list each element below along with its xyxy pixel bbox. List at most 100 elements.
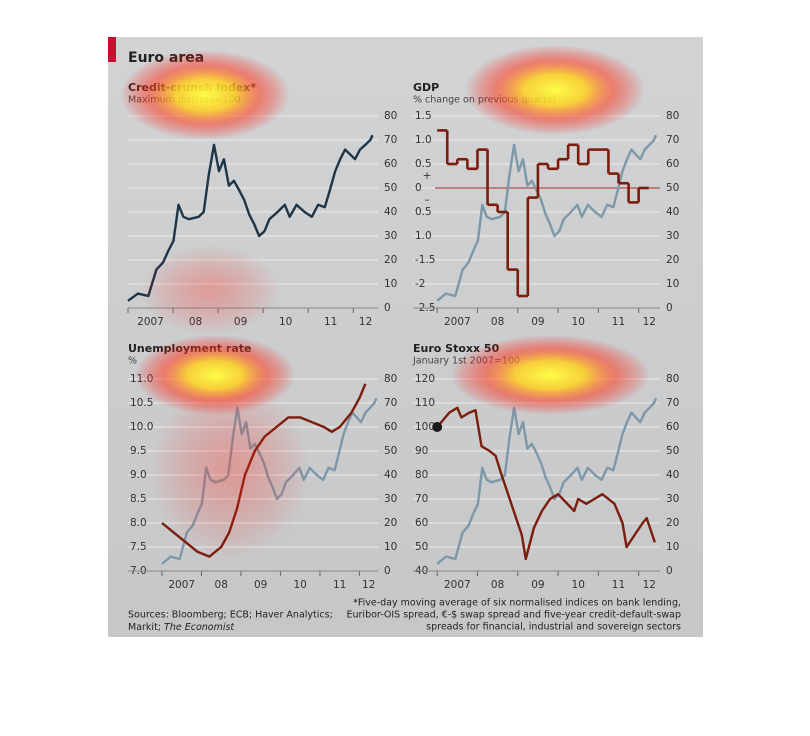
- y2-tick-label: 60: [666, 421, 679, 433]
- chart-subtitle: Maximum distress=100: [128, 95, 241, 106]
- y-tick-label: 0: [415, 182, 422, 194]
- footnote: *Five-day moving average of six normalis…: [353, 598, 681, 609]
- x-tick-label: 10: [279, 316, 292, 328]
- y2-tick-label: 10: [666, 278, 679, 290]
- y2-tick-label: 80: [384, 373, 397, 385]
- series-line: [127, 134, 374, 302]
- y-tick-label: 10.0: [130, 421, 153, 433]
- y2-tick-label: 20: [666, 254, 679, 266]
- y2-tick-label: 20: [384, 517, 397, 529]
- y2-tick-label: 20: [666, 517, 679, 529]
- y2-tick-label: 30: [384, 493, 397, 505]
- x-tick-label: 11: [612, 579, 625, 591]
- x-tick-label: 08: [189, 316, 202, 328]
- sign-annotation: +: [423, 170, 432, 182]
- y2-tick-label: 70: [384, 397, 397, 409]
- x-tick-label: 2007: [168, 579, 195, 591]
- x-tick-label: 08: [491, 316, 504, 328]
- chart-subtitle: January 1st 2007=100: [412, 356, 520, 367]
- x-tick-label: 2007: [444, 316, 471, 328]
- y-tick-label: 1.0: [415, 230, 432, 242]
- y-tick-label: 60: [415, 517, 428, 529]
- x-tick-label: 12: [359, 316, 372, 328]
- footnote: Euribor-OIS spread, €-$ swap spread and …: [347, 610, 682, 621]
- y2-tick-label: 50: [666, 445, 679, 457]
- x-tick-label: 2007: [444, 579, 471, 591]
- y2-tick-label: 50: [384, 445, 397, 457]
- y2-tick-label: 30: [666, 230, 679, 242]
- x-tick-label: 12: [643, 579, 656, 591]
- series-line: [436, 397, 658, 565]
- y-tick-label: 30: [384, 230, 397, 242]
- base-marker: [432, 422, 443, 432]
- x-tick-label: 10: [294, 579, 307, 591]
- y-tick-label: 50: [384, 182, 397, 194]
- y-tick-label: 70: [384, 134, 397, 146]
- y2-tick-label: 60: [666, 158, 679, 170]
- x-tick-label: 10: [572, 316, 585, 328]
- sources: Markit; The Economist: [128, 622, 235, 633]
- chart-title: Euro Stoxx 50: [413, 342, 500, 355]
- x-tick-label: 09: [531, 579, 544, 591]
- y-tick-label: 8.5: [130, 493, 147, 505]
- y-tick-label: 8.0: [130, 517, 147, 529]
- y2-tick-label: 40: [384, 469, 397, 481]
- chart-title: GDP: [413, 81, 439, 94]
- y-tick-label: 70: [415, 493, 428, 505]
- brand-marker: [108, 37, 116, 62]
- x-tick-label: 11: [333, 579, 346, 591]
- y2-tick-label: 0: [666, 565, 673, 577]
- y-tick-label: 120: [415, 373, 435, 385]
- y-tick-label: 10: [384, 278, 397, 290]
- x-tick-label: 11: [324, 316, 337, 328]
- y2-tick-label: 70: [666, 397, 679, 409]
- y2-tick-label: 80: [666, 373, 679, 385]
- y-tick-label: 110: [415, 397, 435, 409]
- x-tick-label: 08: [491, 579, 504, 591]
- y-tick-label: 9.0: [130, 469, 147, 481]
- y-tick-label: 7.5: [130, 541, 147, 553]
- y-tick-label: 1.0: [415, 134, 432, 146]
- y-tick-label: 0.5: [415, 158, 432, 170]
- y-tick-label: 1.5: [415, 110, 432, 122]
- y-tick-label: -2: [415, 278, 425, 290]
- chart-subtitle: %: [128, 356, 137, 367]
- x-tick-label: 10: [572, 579, 585, 591]
- y-tick-label: 60: [384, 158, 397, 170]
- y-tick-label: 80: [415, 469, 428, 481]
- chart-subtitle: % change on previous quarter: [413, 95, 557, 106]
- y2-tick-label: 30: [666, 493, 679, 505]
- sign-annotation: –: [424, 194, 429, 206]
- y2-tick-label: 40: [666, 206, 679, 218]
- sources-italic: The Economist: [164, 622, 235, 633]
- sources: Markit;: [128, 622, 161, 633]
- y2-tick-label: 50: [666, 182, 679, 194]
- y-tick-label: 9.5: [130, 445, 147, 457]
- y2-tick-label: 10: [384, 541, 397, 553]
- x-tick-label: 12: [362, 579, 375, 591]
- y-tick-label: 50: [415, 541, 428, 553]
- x-tick-label: 08: [215, 579, 228, 591]
- y-tick-label: 100: [415, 421, 435, 433]
- y-tick-label: 20: [384, 254, 397, 266]
- sources: Sources: Bloomberg; ECB; Haver Analytics…: [128, 610, 333, 621]
- page-title: Euro area: [128, 50, 204, 66]
- y2-tick-label: 0: [666, 302, 673, 314]
- chart-title: Credit-crunch index*: [128, 81, 256, 94]
- x-tick-label: 11: [612, 316, 625, 328]
- y-tick-label: 90: [415, 445, 428, 457]
- y-tick-label: 0.5: [415, 206, 432, 218]
- x-tick-label: 09: [254, 579, 267, 591]
- chart-title: Unemployment rate: [128, 342, 251, 355]
- x-tick-label: 09: [531, 316, 544, 328]
- y2-tick-label: 60: [384, 421, 397, 433]
- x-tick-label: 12: [643, 316, 656, 328]
- y2-tick-label: 0: [384, 565, 391, 577]
- y2-tick-label: 80: [666, 110, 679, 122]
- y-tick-label: 80: [384, 110, 397, 122]
- y-tick-label: 0: [384, 302, 391, 314]
- y-tick-label: -1.5: [415, 254, 436, 266]
- y-tick-label: 40: [384, 206, 397, 218]
- y-tick-label: 11.0: [130, 373, 153, 385]
